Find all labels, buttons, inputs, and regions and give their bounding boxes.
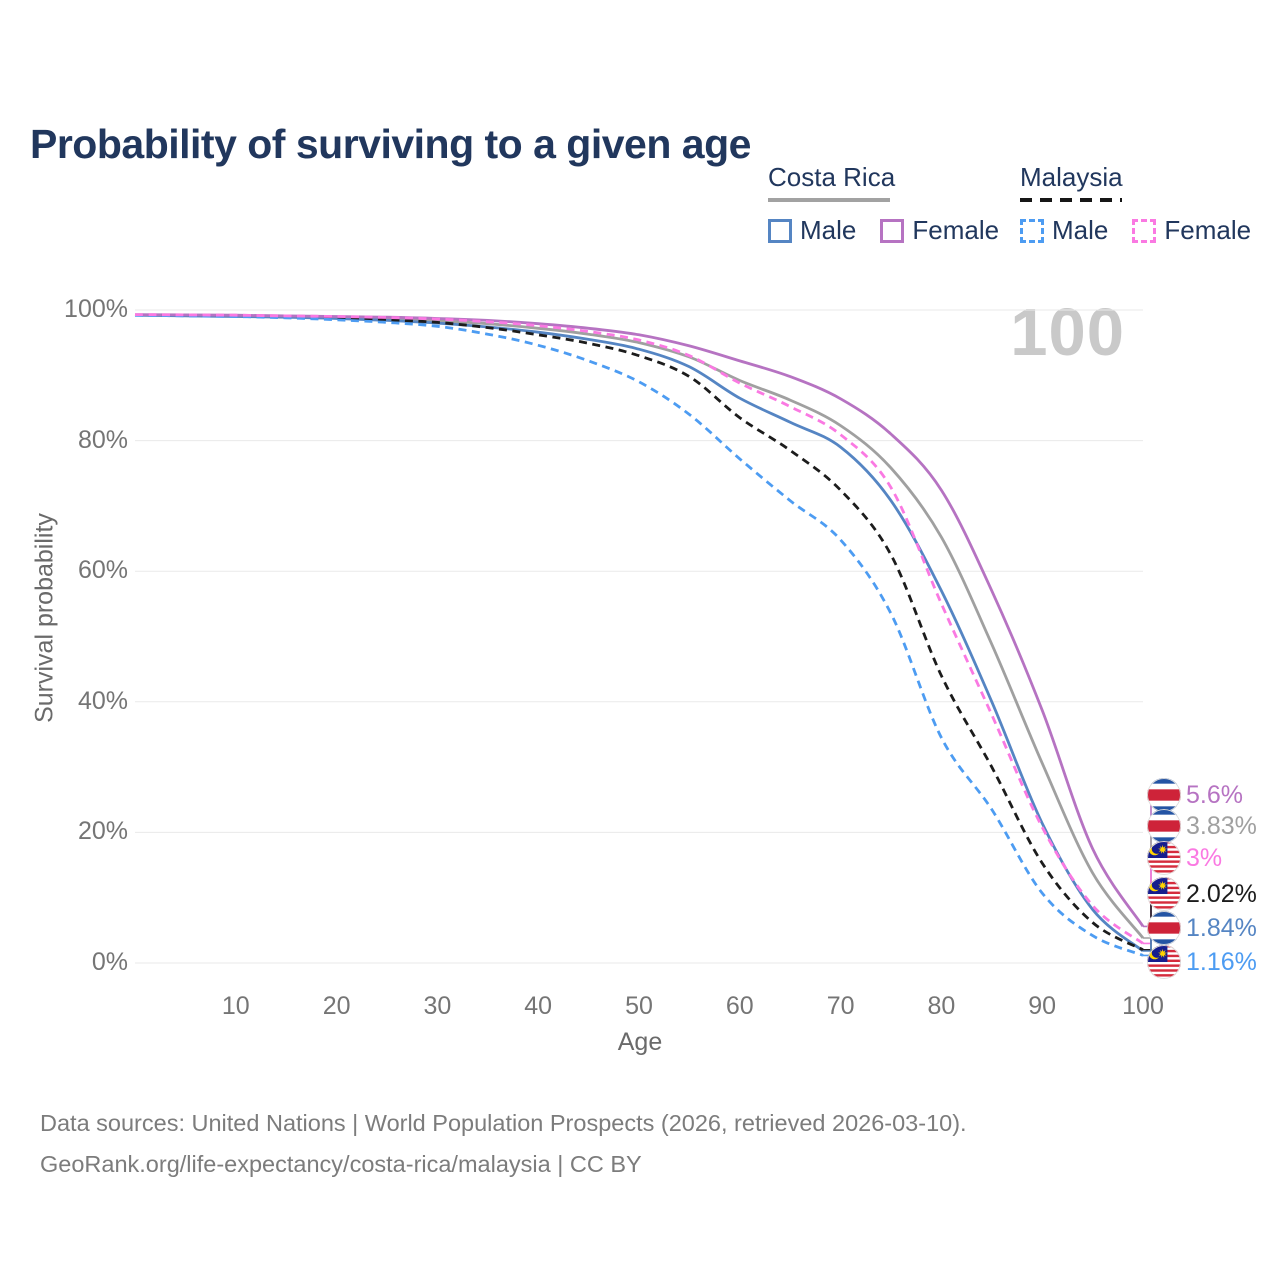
legend-label-malaysia-male: Male [1052, 215, 1109, 245]
y-tick-label: 0% [91, 948, 128, 976]
flag-malaysia-icon [1147, 841, 1181, 875]
x-tick-label: 70 [826, 992, 855, 1020]
x-tick-label: 50 [625, 992, 653, 1020]
x-tick-label: 40 [524, 992, 553, 1020]
series-curves [134, 313, 1145, 957]
flag-costa-rica-icon [1147, 911, 1181, 945]
curve-costa-rica-all [134, 313, 1145, 939]
legend-label-malaysia-female: Female [1164, 215, 1252, 245]
legend-swatch-costa-rica-female [880, 218, 905, 243]
legend-swatch-malaysia-male [1020, 218, 1044, 243]
x-axis-title: Age [617, 1028, 663, 1056]
flag-costa-rica-icon [1147, 778, 1181, 812]
end-label-costa-rica-male: 1.84% [1186, 914, 1257, 942]
attribution-link-text: GeoRank.org/life-expectancy/costa-rica/m… [40, 1151, 642, 1177]
legend-group-title-costa-rica: Costa Rica [768, 162, 896, 192]
y-tick-label: 60% [77, 556, 128, 585]
flag-costa-rica-icon [1147, 809, 1181, 843]
flag-malaysia-icon [1147, 877, 1181, 911]
flag-malaysia-icon [1147, 945, 1181, 979]
x-tick-label: 10 [221, 992, 250, 1020]
end-label-costa-rica-female: 5.6% [1186, 781, 1243, 809]
curve-costa-rica-male [134, 313, 1144, 953]
x-tick-label: 90 [1028, 992, 1057, 1020]
y-tick-label: 100% [64, 295, 128, 323]
curve-malaysia-male [134, 313, 1144, 957]
legend-label-costa-rica-female: Female [912, 215, 1000, 245]
end-label-malaysia-all: 2.02% [1186, 880, 1257, 908]
curve-malaysia-all [134, 313, 1144, 952]
end-label-costa-rica-all: 3.83% [1186, 812, 1257, 840]
x-tick-label: 30 [423, 992, 452, 1020]
page-title: Probability of surviving to a given age [30, 121, 751, 168]
y-tick-label: 20% [77, 817, 128, 846]
x-tick-label: 60 [725, 992, 754, 1020]
data-sources-text: Data sources: United Nations | World Pop… [40, 1110, 967, 1136]
legend-swatch-costa-rica-male [768, 218, 792, 243]
end-label-malaysia-male: 1.16% [1186, 948, 1257, 976]
curve-malaysia-female [134, 313, 1144, 945]
y-tick-label: 40% [77, 686, 128, 715]
age-watermark: 100 [1010, 295, 1125, 370]
flag-icons [1147, 778, 1181, 979]
legend-group-title-malaysia: Malaysia [1020, 162, 1123, 192]
x-tick-label: 20 [322, 992, 351, 1020]
legend-group-costa-rica: Costa Rica Male Female [768, 162, 1023, 246]
end-label-malaysia-female: 3% [1186, 844, 1223, 872]
legend-group-malaysia: Malaysia Male Female [1020, 162, 1275, 246]
x-tick-label: 100 [1122, 992, 1164, 1020]
dashed-line-sample [1020, 198, 1122, 202]
curve-costa-rica-female [134, 313, 1145, 928]
gridlines [135, 309, 1143, 964]
legend-swatch-malaysia-female [1132, 218, 1157, 243]
solid-line-sample [768, 198, 890, 202]
legend-label-costa-rica-male: Male [800, 215, 857, 245]
y-tick-label: 80% [77, 425, 128, 454]
x-tick-label: 80 [927, 992, 956, 1020]
